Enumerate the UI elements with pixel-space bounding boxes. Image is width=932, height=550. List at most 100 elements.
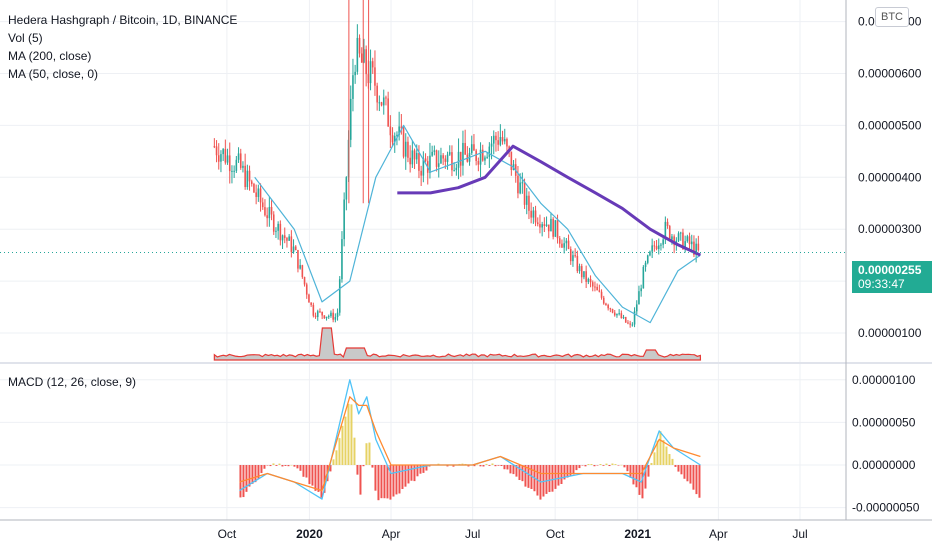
candle-body: [325, 316, 328, 319]
candle-body: [695, 243, 697, 255]
macd-hist-bar: [296, 465, 299, 469]
macd-hist-bar: [638, 465, 641, 495]
macd-hist-bar: [695, 465, 698, 495]
candle-body: [358, 37, 361, 54]
candle-body: [431, 151, 433, 156]
candle-body: [242, 165, 244, 168]
candle-body: [418, 152, 420, 171]
macd-hist-bar: [269, 465, 272, 467]
candle-body: [288, 236, 290, 241]
candle-body: [422, 158, 425, 176]
candles: [213, 24, 700, 328]
macd-hist-bar: [467, 465, 470, 467]
legend-ma200[interactable]: MA (200, close): [8, 49, 92, 63]
macd-hist-bar: [680, 465, 683, 475]
candle-body: [554, 220, 557, 237]
macd-hist-bar: [389, 465, 392, 500]
macd-hist-bar: [653, 452, 656, 465]
macd-hist-bar: [488, 465, 491, 466]
candle-body: [596, 286, 598, 291]
candle-body: [398, 126, 400, 135]
macd-hist-bar: [617, 465, 620, 466]
symbol-title[interactable]: Hedera Hashgraph / Bitcoin, 1D, BINANCE: [8, 13, 238, 27]
candle-body: [462, 142, 464, 166]
candle-body: [503, 139, 506, 142]
candle-body: [281, 235, 284, 241]
candle-body: [345, 177, 348, 200]
candle-body: [411, 150, 414, 165]
macd-hist-bar: [254, 465, 257, 483]
macd-hist-bar: [284, 465, 287, 466]
legend-ma50[interactable]: MA (50, close, 0): [8, 67, 99, 81]
macd-hist-bar: [356, 465, 359, 475]
candle-body: [365, 49, 367, 75]
ma50-line: [254, 124, 701, 324]
candle-body: [387, 98, 389, 127]
candle-body: [642, 266, 645, 289]
candle-body: [640, 288, 642, 292]
candle-body: [644, 262, 647, 267]
macd-hist-bar: [404, 465, 407, 487]
macd-hist-bar: [407, 465, 410, 484]
macd-hist-bar: [554, 465, 557, 489]
macd-hist-bar: [551, 465, 554, 492]
macd-hist-bar: [677, 465, 680, 472]
macd-hist-bar: [437, 463, 440, 465]
candle-body: [543, 224, 546, 226]
macd-hist-bar: [623, 465, 626, 468]
legend-macd[interactable]: MACD (12, 26, close, 9): [8, 375, 137, 389]
candle-body: [666, 221, 669, 227]
macd-hist-bar: [557, 465, 560, 486]
x-tick-label: Oct: [218, 527, 237, 541]
candle-body: [677, 233, 680, 241]
macd-hist-bar: [605, 463, 608, 465]
macd-hist-bar: [302, 465, 305, 477]
macd-hist-bar: [392, 465, 395, 497]
candle-body: [297, 250, 299, 269]
candle-body: [519, 182, 521, 194]
macd-hist-bar: [509, 465, 512, 474]
ma200-line: [397, 144, 702, 257]
macd-hist-bar: [362, 465, 365, 467]
macd-hist-bar: [368, 442, 371, 465]
macd-hist-bar: [359, 465, 362, 495]
candle-body: [657, 245, 660, 250]
currency-badge[interactable]: BTC: [875, 7, 909, 27]
x-tick-label: Jul: [792, 527, 807, 541]
candle-body: [618, 313, 620, 315]
candle-body: [435, 150, 438, 167]
legend-vol[interactable]: Vol (5): [8, 31, 43, 45]
pane-divider: [0, 362, 932, 364]
macd-hist-bar: [266, 465, 269, 466]
candle-body: [473, 144, 475, 151]
macd-hist-bar: [518, 465, 521, 481]
macd-hist-bar: [413, 465, 416, 482]
candle-body: [664, 221, 667, 240]
candle-body: [532, 210, 535, 218]
candle-body: [261, 202, 264, 208]
macd-hist-bar: [410, 465, 413, 481]
macd-hist-bar: [425, 465, 428, 471]
candle-body: [558, 238, 561, 244]
macd-hist-bar: [698, 465, 701, 498]
candle-body: [602, 297, 605, 304]
x-tick-label: 2020: [296, 527, 323, 541]
macd-hist-bar: [668, 454, 671, 465]
candle-body: [609, 308, 612, 310]
macd-hist-bar: [317, 465, 320, 492]
candle-body: [283, 235, 286, 239]
candle-body: [220, 154, 222, 162]
last-price-label: 0.00000255 09:33:47: [852, 261, 932, 293]
candle-body: [633, 311, 636, 325]
candle-body: [627, 322, 629, 324]
candle-body: [327, 316, 330, 318]
macd-hist-bar: [491, 463, 494, 465]
macd-hist-bar: [281, 465, 284, 467]
macd-hist-bar: [614, 464, 617, 465]
candle-body: [497, 140, 499, 145]
macd-hist-bar: [365, 443, 368, 465]
macd-hist-bar: [497, 465, 500, 466]
macd-hist-bar: [641, 465, 644, 499]
macd-hist-bar: [344, 416, 347, 465]
